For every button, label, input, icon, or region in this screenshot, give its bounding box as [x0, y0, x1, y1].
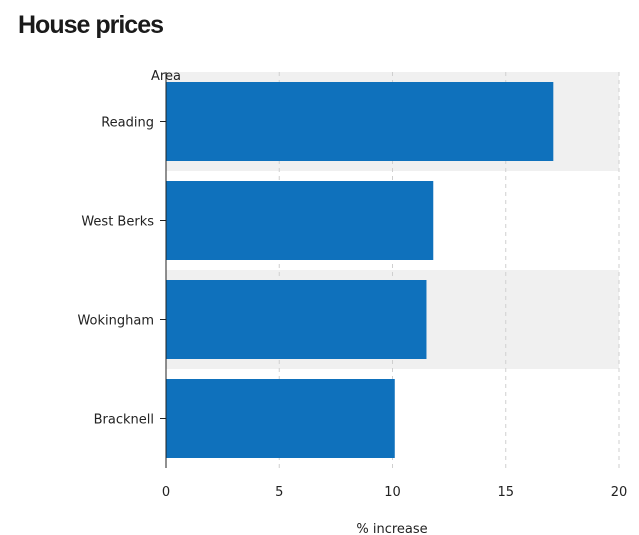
x-tick-label: 10 [384, 485, 401, 500]
category-labels: Reading West Berks Wokingham Bracknell [77, 116, 154, 428]
y-axis-title: Area [151, 69, 181, 84]
bar-reading [166, 82, 554, 161]
bars [166, 82, 554, 458]
bar-wokingham [166, 280, 427, 359]
bar-west-berks [166, 181, 434, 260]
x-tick-label: 0 [162, 485, 170, 500]
x-tick-label: 15 [497, 485, 514, 500]
category-label: Wokingham [77, 314, 154, 329]
bar-bracknell [166, 379, 395, 458]
y-tick-marks [160, 121, 166, 419]
x-tick-labels: 0 5 10 15 20 [162, 485, 627, 500]
x-tick-label: 20 [611, 485, 628, 500]
category-label: West Berks [81, 215, 154, 230]
category-label: Reading [101, 116, 154, 131]
category-label: Bracknell [94, 413, 154, 428]
x-tick-label: 5 [275, 485, 283, 500]
chart-title: House prices [18, 11, 164, 39]
x-axis-title: % increase [356, 522, 427, 535]
